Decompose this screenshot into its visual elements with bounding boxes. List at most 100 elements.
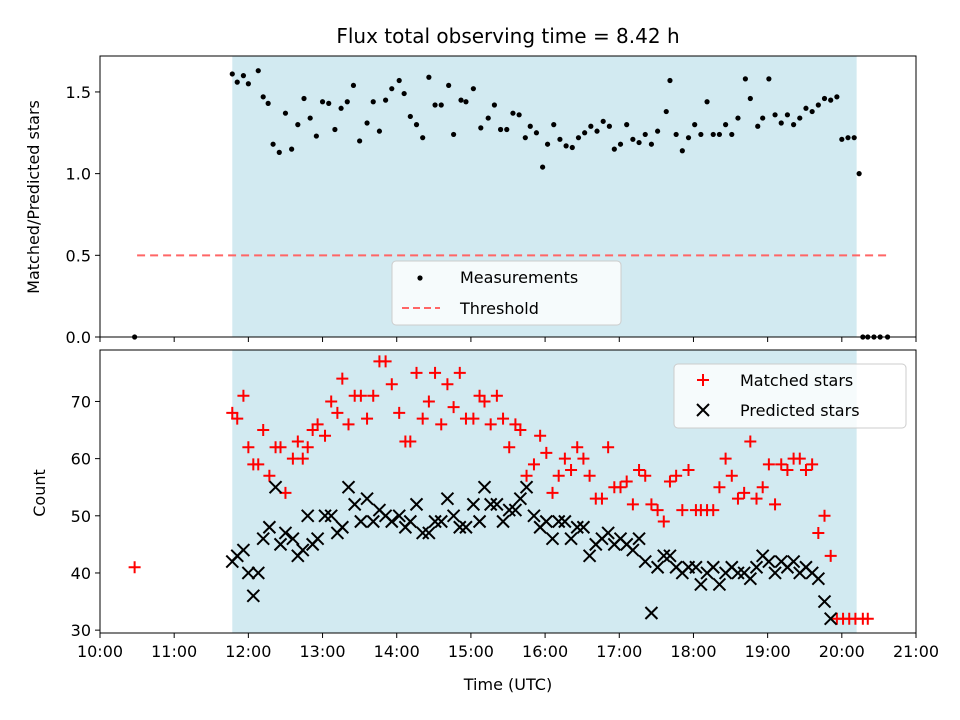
measurement-point [307,115,313,121]
predicted-star-point [513,491,528,506]
predicted-star-point [341,480,356,494]
matched-star-point [410,366,423,379]
bottom-panel-frame [99,349,917,634]
top-panel-xticks [99,337,917,342]
matched-star-point [441,378,454,391]
predicted-star-point [434,514,448,529]
predicted-star-point [268,480,283,494]
matched-star-point [682,464,695,477]
matched-star-point [824,549,837,562]
predicted-star-point [570,520,584,534]
predicted-star-point [657,549,671,563]
y-tick-label: 70 [71,392,91,411]
matched-star-point [252,458,265,471]
matched-star-point [342,418,355,431]
matched-star-point [614,481,627,494]
measurement-point [716,131,723,138]
measurement-point [803,105,809,111]
bottom-panel-ylabel: Count [30,469,49,517]
measurement-point [698,131,704,138]
measurement-point [326,100,332,106]
matched-star-point [242,441,255,454]
matched-star-point [514,424,527,437]
measurement-point [582,130,588,136]
measurement-point [828,97,834,103]
predicted-star-point [251,566,265,580]
matched-star-point [422,395,435,408]
measurement-point [446,82,452,89]
measurement-point [723,122,729,128]
measurement-point [834,94,840,100]
x-tick-label: 20:00 [819,642,865,661]
measurement-point [504,126,510,133]
x-tick-label: 12:00 [225,642,271,661]
matched-star-point [490,389,503,402]
legend-measurements-marker [417,275,423,281]
matched-star-point [257,424,270,437]
predicted-star-point [731,566,745,580]
predicted-star-point [601,526,615,540]
predicted-star-point [551,514,566,529]
matched-star-point [725,469,738,482]
measurement-point [527,123,533,129]
measurement-point [611,146,617,152]
predicted-star-point [558,514,572,529]
matched-star-point [633,464,646,477]
matched-star-point [756,481,769,494]
measurement-point [510,110,516,116]
measurement-point [364,120,370,126]
predicted-star-point [689,560,703,574]
y-tick-label: 30 [71,621,91,640]
measurement-point [478,125,484,131]
matched-star-point [467,412,480,425]
measurement-point [357,138,363,144]
measurement-point [485,115,491,121]
matched-star-point [301,441,314,454]
predicted-star-point [440,491,455,506]
x-tick-label: 18:00 [670,642,716,661]
measurement-point [270,141,276,147]
predicted-star-point [694,577,708,592]
matched-star-point [331,406,344,419]
legend-matched-marker [697,374,709,386]
matched-star-point [762,458,775,471]
measurement-point [491,102,497,108]
measurement-point [851,135,857,141]
matched-star-point [626,498,639,511]
measurement-point [338,105,344,111]
matched-star-point [713,481,726,494]
measurement-point [396,77,402,84]
measurement-point [685,135,692,141]
matched-star-point [861,612,874,625]
predicted-star-point [650,560,665,574]
matched-star-point [336,372,349,385]
matched-star-point [657,515,670,528]
matched-star-point [429,366,442,379]
predicted-star-point [638,554,652,569]
legend-threshold-label: Threshold [459,299,539,318]
matched-star-point [416,412,429,425]
measurement-point [389,86,395,92]
predicted-star-point [296,543,310,557]
top-panel-ylabel: Matched/Predicted stars [24,100,43,294]
matched-star-point [447,401,460,414]
matched-star-point [781,464,794,477]
measurement-point [617,141,624,147]
matched-star-point [237,389,250,402]
matched-star-point [527,458,540,471]
measurement-point [376,128,383,134]
y-tick-label: 60 [71,450,91,469]
predicted-star-point [318,509,332,523]
measurement-point [401,90,407,97]
measurement-point [551,122,557,128]
matched-star-point [546,486,559,499]
measurement-point [240,73,247,79]
matched-star-point [497,412,510,425]
matched-star-point [231,412,244,425]
legend-predicted-marker [696,403,710,417]
measurement-point [636,139,642,146]
matched-star-point [595,492,608,505]
measurement-point [540,164,546,170]
predicted-star-point [241,566,256,580]
